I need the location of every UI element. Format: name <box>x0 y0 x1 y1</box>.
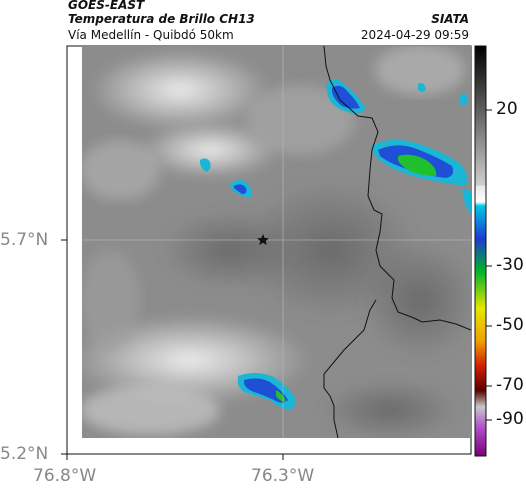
colorbar <box>474 45 492 457</box>
lon-tick-label: 76.3°W <box>251 466 315 486</box>
lon-tick-label: 76.8°W <box>33 466 97 486</box>
timestamp: 2024-04-29 09:59 <box>360 28 469 42</box>
colorbar-label: -70 <box>496 375 524 395</box>
cloud-cell-northeast <box>372 139 471 214</box>
colorbar-label: -50 <box>496 315 524 335</box>
cloud-cell-north <box>326 79 366 114</box>
colorbar-label: 20 <box>496 99 518 119</box>
lat-tick-label: 5.2°N <box>0 444 49 464</box>
region-name: Vía Medellín - Quibdó 50km <box>68 28 234 42</box>
cloud-cell-center <box>200 158 252 198</box>
cloud-cell-small-east <box>418 82 468 106</box>
coastline <box>323 299 377 438</box>
colorbar-label: -90 <box>496 409 524 429</box>
lat-tick-label: 5.7°N <box>0 230 49 250</box>
brightness-temperature-field <box>82 46 471 438</box>
cloud-cell-south <box>237 373 296 410</box>
colorbar-label: -30 <box>496 255 524 275</box>
product-name: Temperatura de Brillo CH13 <box>68 12 255 26</box>
star-icon <box>257 234 269 245</box>
border-line <box>323 46 471 331</box>
organization-name: SIATA <box>431 12 469 26</box>
satellite-name: GOES-EAST <box>68 0 145 12</box>
